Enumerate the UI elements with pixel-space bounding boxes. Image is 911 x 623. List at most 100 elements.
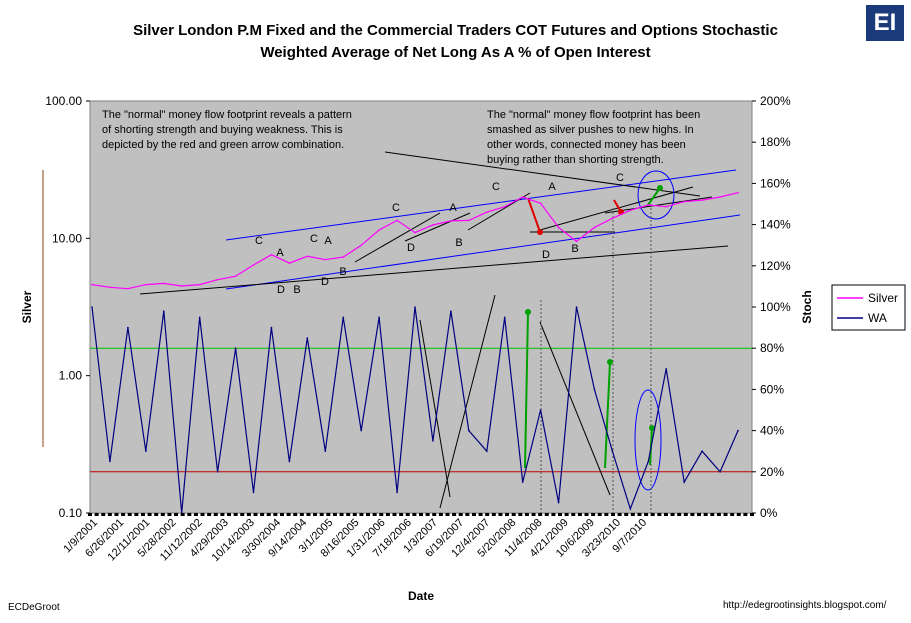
right-tick-label: 60% bbox=[760, 382, 784, 396]
right-tick-label: 20% bbox=[760, 465, 784, 479]
footer-url[interactable]: http://edegrootinsights.blogspot.com/ bbox=[723, 600, 887, 611]
series-point-silver bbox=[432, 224, 434, 226]
series-point-silver bbox=[701, 199, 703, 201]
series-point-silver bbox=[629, 209, 632, 212]
legend-box bbox=[831, 284, 906, 331]
x-tick-mark bbox=[127, 513, 132, 516]
x-tick-mark bbox=[286, 513, 291, 516]
x-tick-mark bbox=[213, 513, 218, 516]
x-tick-mark bbox=[584, 513, 589, 516]
signal-arrowhead bbox=[607, 359, 613, 365]
right-tick-label: 180% bbox=[760, 135, 791, 149]
right-tick-label: 140% bbox=[760, 218, 791, 232]
point-label: B bbox=[571, 243, 578, 255]
x-tick-mark bbox=[273, 513, 278, 516]
highlight-circle-lower bbox=[634, 389, 662, 491]
series-point-wa bbox=[109, 460, 111, 463]
series-point-wa bbox=[450, 310, 452, 312]
series-point-silver bbox=[342, 256, 345, 258]
series-point-silver bbox=[91, 283, 93, 286]
trend-line bbox=[419, 319, 451, 498]
x-tick-mark bbox=[160, 513, 165, 516]
series-point-wa bbox=[539, 409, 542, 411]
x-tick-mark bbox=[372, 513, 377, 516]
trend-line bbox=[539, 186, 694, 231]
x-tick-mark bbox=[260, 513, 265, 516]
x-tick-mark bbox=[266, 513, 271, 516]
x-tick-mark bbox=[458, 513, 463, 516]
series-point-wa bbox=[414, 306, 416, 308]
series-point-silver bbox=[683, 200, 685, 203]
legend: Silver WA bbox=[831, 284, 906, 331]
series-point-wa bbox=[485, 450, 488, 453]
series-point-wa bbox=[127, 326, 129, 329]
x-tick-mark bbox=[207, 513, 212, 516]
x-tick-mark bbox=[743, 513, 748, 516]
right-tick-label: 0% bbox=[760, 506, 778, 520]
x-tick-mark bbox=[174, 513, 179, 516]
x-tick-mark bbox=[419, 513, 423, 516]
right-tick-label: 80% bbox=[760, 341, 784, 355]
x-tick-mark bbox=[597, 513, 602, 516]
x-tick-mark bbox=[366, 513, 371, 516]
x-tick-mark bbox=[670, 513, 675, 516]
x-tick-mark bbox=[246, 513, 251, 516]
series-point-silver bbox=[485, 211, 488, 213]
x-tick-mark bbox=[147, 513, 152, 516]
series-point-silver bbox=[109, 286, 111, 289]
y-axis-label-left: Silver bbox=[20, 290, 34, 323]
x-tick-mark bbox=[359, 513, 364, 516]
x-tick-mark bbox=[88, 513, 92, 516]
series-point-wa bbox=[270, 326, 273, 329]
series-point-wa bbox=[342, 316, 345, 319]
point-label: C bbox=[255, 235, 263, 247]
point-label: C bbox=[310, 233, 318, 245]
series-point-wa bbox=[468, 429, 470, 432]
x-tick-mark bbox=[690, 513, 695, 516]
right-tick-label: 160% bbox=[760, 176, 791, 190]
x-tick-mark bbox=[332, 513, 337, 516]
x-tick-mark bbox=[187, 513, 192, 516]
series-point-wa bbox=[701, 450, 703, 453]
x-tick-mark bbox=[703, 513, 708, 516]
point-label: D bbox=[321, 276, 329, 288]
trend-line bbox=[139, 245, 729, 295]
point-label: A bbox=[276, 247, 284, 259]
x-tick-mark bbox=[491, 513, 496, 516]
x-tick-mark bbox=[306, 513, 311, 516]
highlight-circle-upper bbox=[637, 170, 675, 220]
x-tick-mark bbox=[498, 513, 503, 516]
left-tick-label: 10.00 bbox=[52, 231, 82, 245]
x-axis-label: Date bbox=[408, 589, 434, 603]
series-point-silver bbox=[198, 283, 201, 286]
series-point-wa bbox=[593, 388, 596, 391]
series-point-silver bbox=[216, 278, 219, 281]
point-label: B bbox=[455, 237, 462, 249]
series-point-silver bbox=[306, 255, 309, 258]
x-tick-mark bbox=[683, 513, 688, 516]
x-tick-mark bbox=[313, 513, 318, 516]
x-tick-mark bbox=[379, 513, 384, 516]
series-point-silver bbox=[180, 285, 183, 287]
x-tick-mark bbox=[577, 513, 582, 516]
x-tick-mark bbox=[405, 513, 410, 516]
signal-arrow bbox=[527, 197, 541, 233]
x-tick-mark bbox=[154, 513, 159, 516]
series-point-wa bbox=[629, 508, 632, 510]
series-point-silver bbox=[557, 226, 560, 229]
x-tick-mark bbox=[352, 513, 357, 516]
x-tick-mark bbox=[193, 513, 198, 516]
x-tick-mark bbox=[750, 513, 754, 516]
x-tick-mark bbox=[346, 513, 351, 516]
series-point-silver bbox=[521, 196, 524, 198]
trend-line bbox=[404, 212, 471, 242]
x-tick-mark bbox=[167, 513, 172, 516]
x-tick-mark bbox=[299, 513, 304, 516]
footer-author: ECDeGroot bbox=[8, 602, 60, 613]
point-label: B bbox=[339, 266, 346, 278]
x-tick-mark bbox=[240, 513, 245, 516]
trend-line bbox=[384, 151, 701, 197]
x-tick-mark bbox=[465, 513, 470, 516]
series-point-silver bbox=[270, 253, 273, 256]
signal-arrowhead bbox=[525, 309, 531, 315]
